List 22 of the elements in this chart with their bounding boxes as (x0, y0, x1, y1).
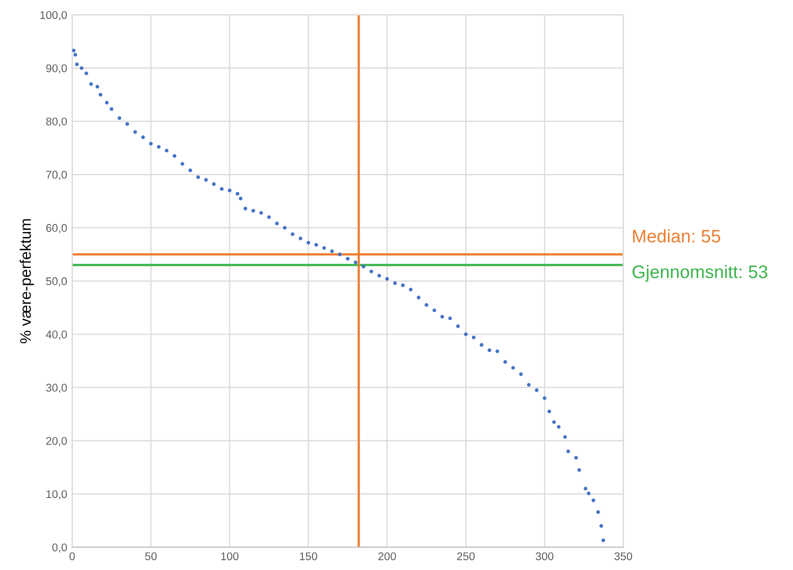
ref-line-label: Median: 55 (633, 229, 720, 243)
x-tick-label: 150 (300, 552, 318, 560)
x-tick-label: 300 (536, 552, 554, 560)
y-tick-label: 50,0 (46, 277, 67, 286)
ref-line-label: Gjennomsnitt: 53 (632, 264, 768, 282)
x-tick-label: 200 (378, 552, 396, 560)
y-tick-label: 80,0 (46, 118, 67, 127)
y-tick-label: 30,0 (46, 384, 67, 393)
y-axis-title: % være-perfektum (20, 219, 34, 344)
x-tick-label: 0 (70, 552, 75, 560)
y-tick-label: 90,0 (46, 64, 67, 74)
y-tick-label: 20,0 (46, 436, 67, 446)
x-tick-label: 100 (221, 552, 238, 560)
y-tick-label: 100,0 (40, 11, 67, 20)
y-tick-label: 0,0 (52, 543, 67, 553)
y-tick-label: 70,0 (46, 170, 67, 180)
y-tick-label: 40,0 (46, 330, 67, 340)
x-tick-label: 350 (614, 552, 632, 560)
x-tick-label: 50 (145, 552, 157, 560)
y-tick-label: 10,0 (46, 490, 67, 500)
x-tick-label: 250 (457, 552, 475, 560)
y-tick-label: 60,0 (46, 224, 67, 234)
